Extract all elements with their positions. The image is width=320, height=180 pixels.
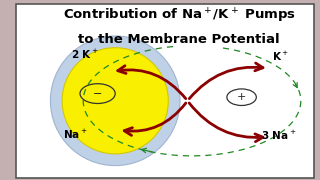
Text: 3 Na$^+$: 3 Na$^+$ xyxy=(261,129,296,142)
Text: +: + xyxy=(237,92,246,102)
Ellipse shape xyxy=(62,48,168,154)
Text: Na$^+$: Na$^+$ xyxy=(63,128,87,141)
Text: 2 K$^+$: 2 K$^+$ xyxy=(71,48,99,61)
Ellipse shape xyxy=(50,36,180,166)
Text: to the Membrane Potential: to the Membrane Potential xyxy=(78,33,280,46)
Text: Contribution of Na$^+$/K$^+$ Pumps: Contribution of Na$^+$/K$^+$ Pumps xyxy=(63,7,296,25)
Text: K$^+$: K$^+$ xyxy=(272,50,288,63)
Text: −: − xyxy=(93,89,102,99)
